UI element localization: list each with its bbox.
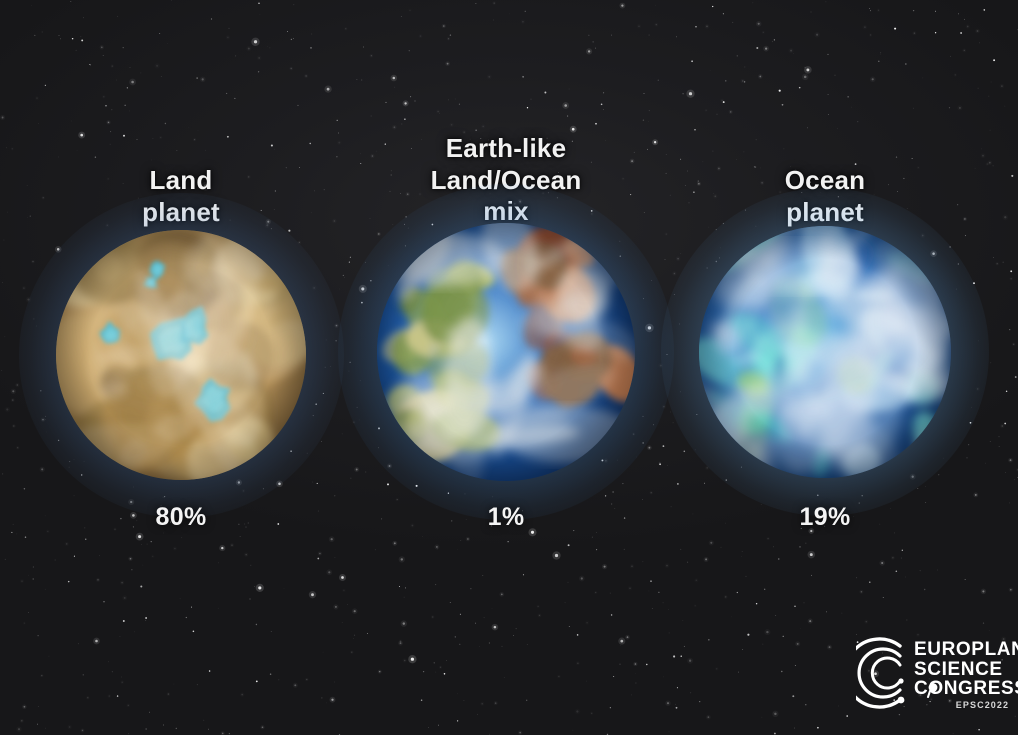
- planet-globe-earth-like-planet: [377, 223, 635, 481]
- europlanet-science-congress-logo: EUROPLANET SCIENCE CONGRESS EPSC2022: [843, 634, 1018, 717]
- logo-line-3: CONGRESS: [914, 679, 1018, 698]
- land-planet-surface: [56, 230, 306, 480]
- earth-like-planet-surface: [377, 223, 635, 481]
- ocean-planet-surface: [699, 226, 951, 478]
- logo-line-2: SCIENCE: [914, 658, 1003, 680]
- congress-planet-glyph: [927, 683, 938, 699]
- planet-disc-ocean-planet: [699, 226, 951, 478]
- planet-label-ocean-planet: Ocean planet: [784, 165, 866, 227]
- planet-globe-land-planet: [56, 230, 306, 480]
- planet-percent-earth-like-planet: 1%: [487, 503, 525, 531]
- logo-subtitle: EPSC2022: [955, 700, 1010, 711]
- planet-disc-land-planet: [56, 230, 306, 480]
- logo-line-3-text: CONGRESS: [914, 678, 1018, 700]
- planet-percent-ocean-planet: 19%: [799, 503, 851, 531]
- logo-wordmark: EUROPLANET SCIENCE CONGRESS EPSC2022: [914, 640, 1018, 710]
- planet-disc-earth-like-planet: [377, 223, 635, 481]
- orbit-arcs-icon: [843, 634, 908, 717]
- planet-label-land-planet: Land planet: [142, 165, 220, 227]
- planet-globe-ocean-planet: [699, 226, 951, 478]
- planet-label-earth-like-planet: Earth-like Land/Ocean mix: [430, 133, 582, 227]
- planet-percent-land-planet: 80%: [155, 503, 207, 531]
- logo-line-1: EUROPLANET: [914, 639, 1018, 661]
